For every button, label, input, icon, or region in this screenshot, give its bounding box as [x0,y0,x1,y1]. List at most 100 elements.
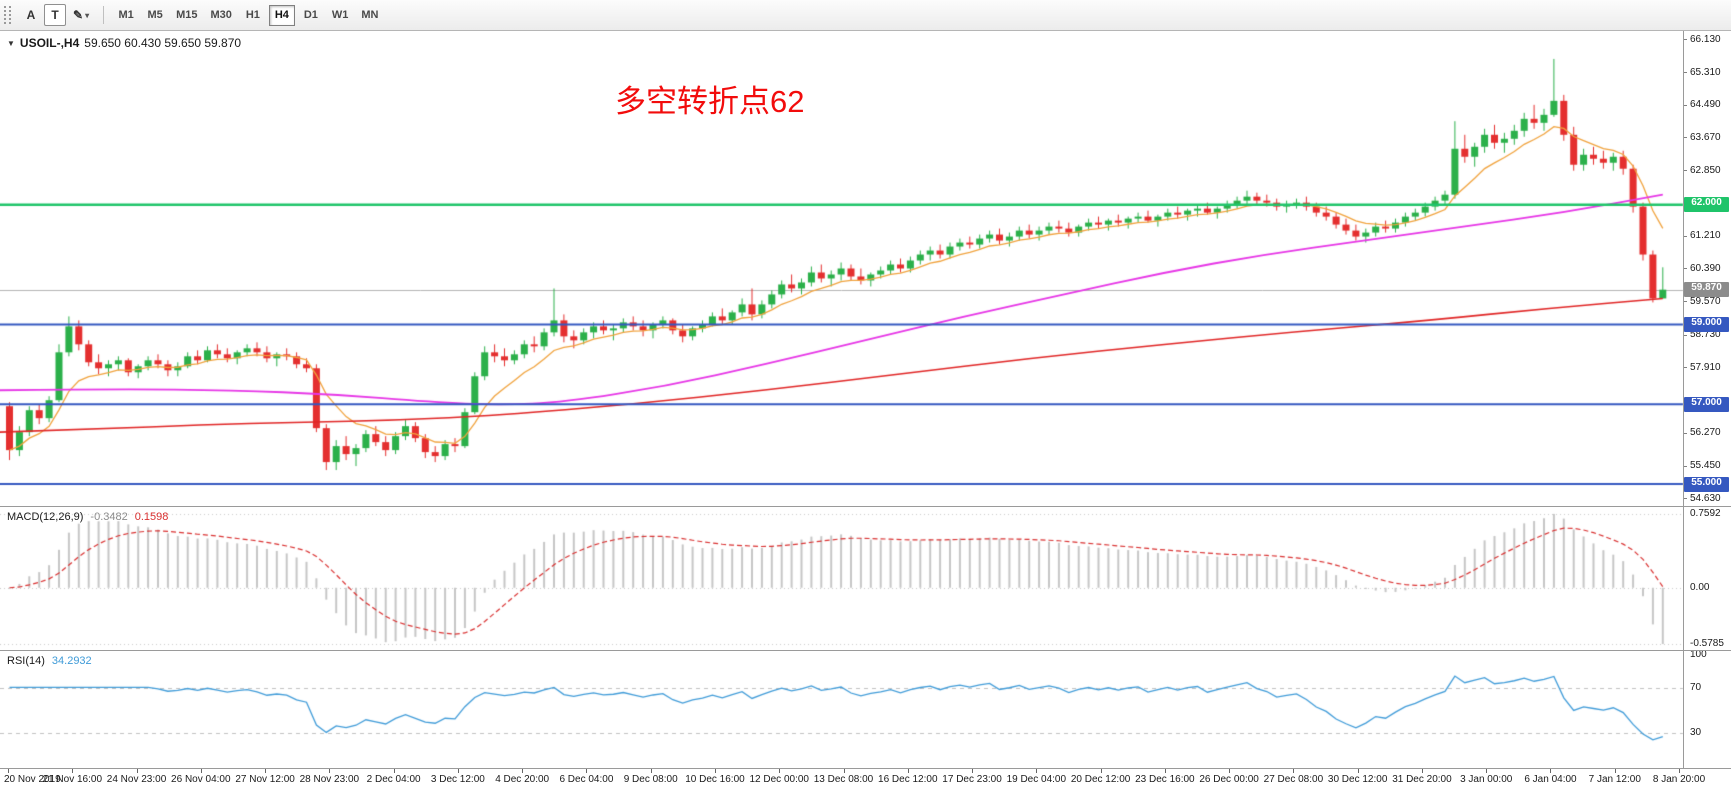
time-axis-label: 20 Dec 12:00 [1070,774,1131,785]
time-axis-label: 13 Dec 08:00 [813,774,874,785]
time-axis-label: 16 Dec 12:00 [878,774,938,785]
chart-annotation: 多空转折点62 [615,84,805,119]
macd-main-value: -0.3482 [90,511,128,523]
price-tick-mark [1683,137,1687,139]
time-tick-mark [1679,769,1681,773]
rsi-scale-label: 100 [1690,649,1707,661]
time-axis-label: 30 Dec 12:00 [1327,774,1388,785]
time-tick-mark [1164,769,1166,773]
macd-scale-label: -0.5785 [1690,638,1724,650]
time-tick-mark [1614,769,1616,773]
chart-header: ▼ USOIL-,H4 59.650 60.430 59.650 59.870 [7,36,241,50]
price-tick-label: 57.910 [1690,361,1721,373]
price-tick-mark [1683,498,1687,500]
timeframe-button-m15[interactable]: M15 [171,5,202,26]
rsi-indicator-label: RSI(14) 34.2932 [7,655,92,667]
time-axis-label: 21 Nov 16:00 [42,774,103,785]
level-price-badge: 55.000 [1684,476,1729,492]
macd-rsi-separator[interactable] [0,650,1731,651]
timeframe-button-mn[interactable]: MN [356,5,383,26]
price-tick-label: 62.850 [1690,164,1721,176]
chevron-down-icon: ▾ [85,10,90,20]
price-tick-mark [1683,72,1687,73]
time-axis-label: 2 Dec 04:00 [366,774,421,785]
time-axis-label: 4 Dec 20:00 [495,774,550,785]
time-axis-label: 6 Jan 04:00 [1524,774,1577,785]
ohlc-values: 59.650 60.430 59.650 59.870 [84,36,242,50]
timeframe-button-w1[interactable]: W1 [327,5,354,26]
timeframe-button-m1[interactable]: M1 [113,5,139,26]
level-price-badge: 57.000 [1684,396,1729,412]
time-tick-mark [1550,769,1552,773]
timeframe-button-d1[interactable]: D1 [298,5,324,26]
price-tick-label: 58.730 [1690,329,1721,341]
arrow-tool-button[interactable]: A [20,4,42,26]
time-axis-label: 26 Dec 00:00 [1199,774,1259,785]
price-tick-label: 60.390 [1690,262,1721,274]
time-tick-mark [972,769,974,773]
time-tick-mark [714,769,716,773]
time-axis-label: 12 Dec 00:00 [749,774,809,785]
time-tick-mark [586,769,588,773]
pencil-icon: ✎ [73,8,84,22]
price-tick-mark [1683,465,1687,467]
current-price-badge: 59.870 [1684,282,1729,298]
time-tick-mark [1229,769,1231,773]
time-axis-label: 24 Nov 23:00 [106,774,167,785]
time-tick-mark [1293,769,1295,773]
price-tick-label: 64.490 [1690,99,1721,111]
time-axis-label: 27 Nov 12:00 [235,774,295,785]
timeframe-button-m30[interactable]: M30 [205,5,236,26]
time-axis-label: 31 Dec 20:00 [1392,774,1452,785]
main-macd-separator[interactable] [0,506,1731,507]
macd-scale-label: 0.7592 [1690,507,1721,519]
rsi-scale-label: 70 [1690,682,1702,694]
time-axis-label: 27 Dec 08:00 [1263,774,1324,785]
price-tick-label: 54.630 [1690,492,1721,504]
timeframe-button-m5[interactable]: M5 [142,5,168,26]
time-axis-label: 23 Dec 16:00 [1135,774,1195,785]
price-tick-label: 63.670 [1690,131,1721,143]
level-price-badge: 62.000 [1684,197,1729,213]
time-tick-mark [72,769,74,773]
time-axis-label: 7 Jan 12:00 [1588,774,1641,785]
toolbar-grip[interactable] [4,6,11,24]
timeframe-group: M1 M5 M15 M30 H1 H4 D1 W1 MN [113,4,383,26]
time-tick-mark [136,769,138,773]
price-tick-label: 61.210 [1690,230,1721,242]
chart-dropdown-icon[interactable]: ▼ [7,38,15,48]
time-tick-mark [1486,769,1488,773]
time-axis-label: 19 Dec 04:00 [1006,774,1067,785]
time-tick-mark [843,769,845,773]
time-axis-label: 28 Nov 23:00 [299,774,360,785]
price-tick-mark [1683,334,1687,336]
time-tick-mark [779,769,781,773]
price-scale-separator[interactable] [1683,31,1684,768]
rsi-name: RSI(14) [7,655,45,667]
price-tick-mark [1683,170,1687,172]
price-tick-mark [1683,268,1687,270]
price-tick-label: 55.450 [1690,460,1721,472]
macd-scale-label: 0.00 [1690,581,1710,593]
time-axis-label: 9 Dec 08:00 [623,774,678,785]
price-tick-label: 56.270 [1690,427,1721,439]
timeframe-button-h1[interactable]: H1 [240,5,266,26]
text-tool-button[interactable]: T [44,4,66,26]
timeframe-button-h4[interactable]: H4 [268,4,295,26]
time-axis-label: 20 Nov 2019 [4,774,61,785]
price-tick-mark [1683,104,1687,106]
time-tick-mark [1421,769,1423,773]
time-axis-label: 3 Jan 00:00 [1460,774,1513,785]
price-tick-label: 66.130 [1690,33,1721,45]
time-tick-mark [329,769,331,773]
time-tick-mark [200,769,202,773]
time-tick-mark [457,769,459,773]
time-tick-mark [8,769,9,773]
time-axis-label: 17 Dec 23:00 [942,774,1002,785]
price-tick-mark [1683,235,1687,237]
time-tick-mark [522,769,524,773]
drawing-tools-button[interactable]: ✎ ▾ [68,4,94,26]
time-tick-mark [265,769,267,773]
